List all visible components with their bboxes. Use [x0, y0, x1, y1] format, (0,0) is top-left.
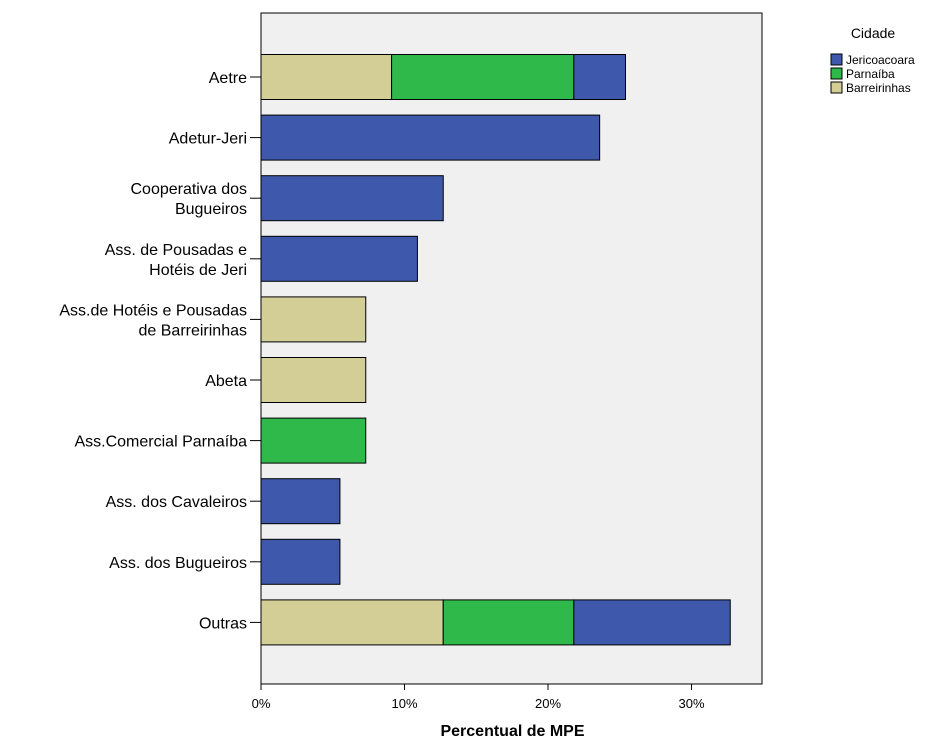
x-tick-label: 10% [391, 696, 417, 711]
bar-segment [260, 357, 367, 403]
category-label: de Barreirinhas [139, 322, 248, 339]
x-tick-label: 20% [535, 696, 561, 711]
legend-item-label: Parnaíba [846, 67, 895, 81]
bar-segment [260, 417, 367, 464]
category-label: Bugueiros [175, 201, 247, 218]
bar-segment [260, 235, 418, 282]
category-label: Outras [199, 615, 247, 632]
bar-segment [260, 599, 444, 646]
category-label: Ass. dos Bugueiros [109, 555, 247, 572]
category-label: Hotéis de Jeri [149, 262, 247, 279]
legend-title: Cidade [851, 25, 896, 41]
legend-item-label: Barreirinhas [846, 81, 911, 95]
bar-segment [260, 114, 601, 161]
x-tick-label: 0% [252, 696, 271, 711]
category-label: Ass. de Pousadas e [105, 242, 247, 259]
legend-item-label: Jericoacoara [846, 53, 915, 67]
x-axis: 0% 10% 20% 30% [252, 684, 705, 711]
category-label: Ass.de Hotéis e Pousadas [59, 302, 247, 319]
legend-swatch [830, 81, 843, 94]
x-tick-label: 30% [678, 696, 704, 711]
category-labels: Aetre Adetur-Jeri Cooperativa dos Bugueiros… [59, 70, 261, 632]
category-label: Abeta [205, 373, 247, 390]
bar-segment [260, 478, 341, 525]
category-label: Cooperativa dos [130, 181, 247, 198]
legend-swatch [830, 67, 843, 80]
category-label: Adetur-Jeri [169, 131, 247, 148]
bar-segment [442, 599, 575, 646]
bar-segment [573, 599, 731, 646]
category-label: Ass. dos Cavaleiros [106, 494, 247, 511]
bar-segment [260, 296, 367, 343]
bar-segment [260, 538, 341, 585]
legend-swatch [830, 53, 843, 66]
category-label: Aetre [209, 70, 247, 87]
category-label: Ass.Comercial Parnaíba [74, 434, 247, 451]
bar-segment [391, 54, 575, 100]
bar-segment [573, 54, 626, 100]
bar-segment [260, 175, 444, 222]
bars-layer [260, 54, 731, 646]
x-axis-title: Percentual de MPE [440, 723, 584, 740]
bar-segment [260, 54, 393, 100]
